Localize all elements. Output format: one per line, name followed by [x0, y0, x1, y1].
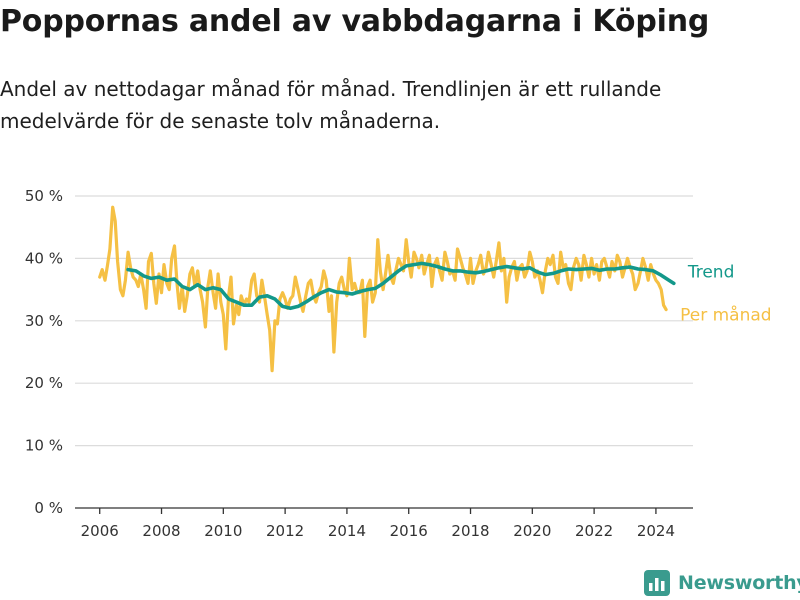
series-labels: Per månad Trend	[680, 262, 771, 325]
series-label-monthly: Per månad	[680, 305, 771, 326]
chart-title: Poppornas andel av vabbdagarna i Köping	[0, 4, 710, 39]
y-tick-label: 30 %	[25, 312, 63, 330]
x-tick-label: 2010	[204, 522, 242, 540]
series-label-trend: Trend	[687, 262, 735, 282]
axes: 0 % 10 % 20 % 30 % 40 % 50 % 2006 2008 2010 2012 2…	[25, 187, 693, 540]
x-tick-label: 2020	[513, 522, 551, 540]
x-tick-label: 2022	[575, 522, 613, 540]
y-tick-label: 0 %	[34, 499, 63, 517]
chart-subtitle: Andel av nettodagar månad för månad. Tre…	[0, 77, 662, 133]
y-tick-label: 50 %	[25, 187, 63, 205]
bar-chart-logo-icon	[644, 570, 670, 596]
gridlines	[75, 195, 693, 447]
x-tick-label: 2014	[328, 522, 366, 540]
brand-logo: Newsworthy	[644, 568, 800, 598]
x-tick-label: 2012	[266, 522, 304, 540]
x-tick-label: 2008	[142, 522, 180, 540]
y-tick-label: 20 %	[25, 374, 63, 392]
brand-name: Newsworthy	[678, 572, 800, 594]
x-tick-label: 2018	[451, 522, 489, 540]
series-line-trend	[126, 261, 676, 311]
x-tick-label: 2006	[81, 522, 119, 540]
y-tick-label: 40 %	[25, 249, 63, 267]
x-tick-label: 2016	[390, 522, 428, 540]
x-tick-label: 2024	[637, 522, 675, 540]
series-line-monthly	[98, 205, 668, 373]
series-lines	[98, 205, 676, 373]
y-tick-label: 10 %	[25, 437, 63, 455]
